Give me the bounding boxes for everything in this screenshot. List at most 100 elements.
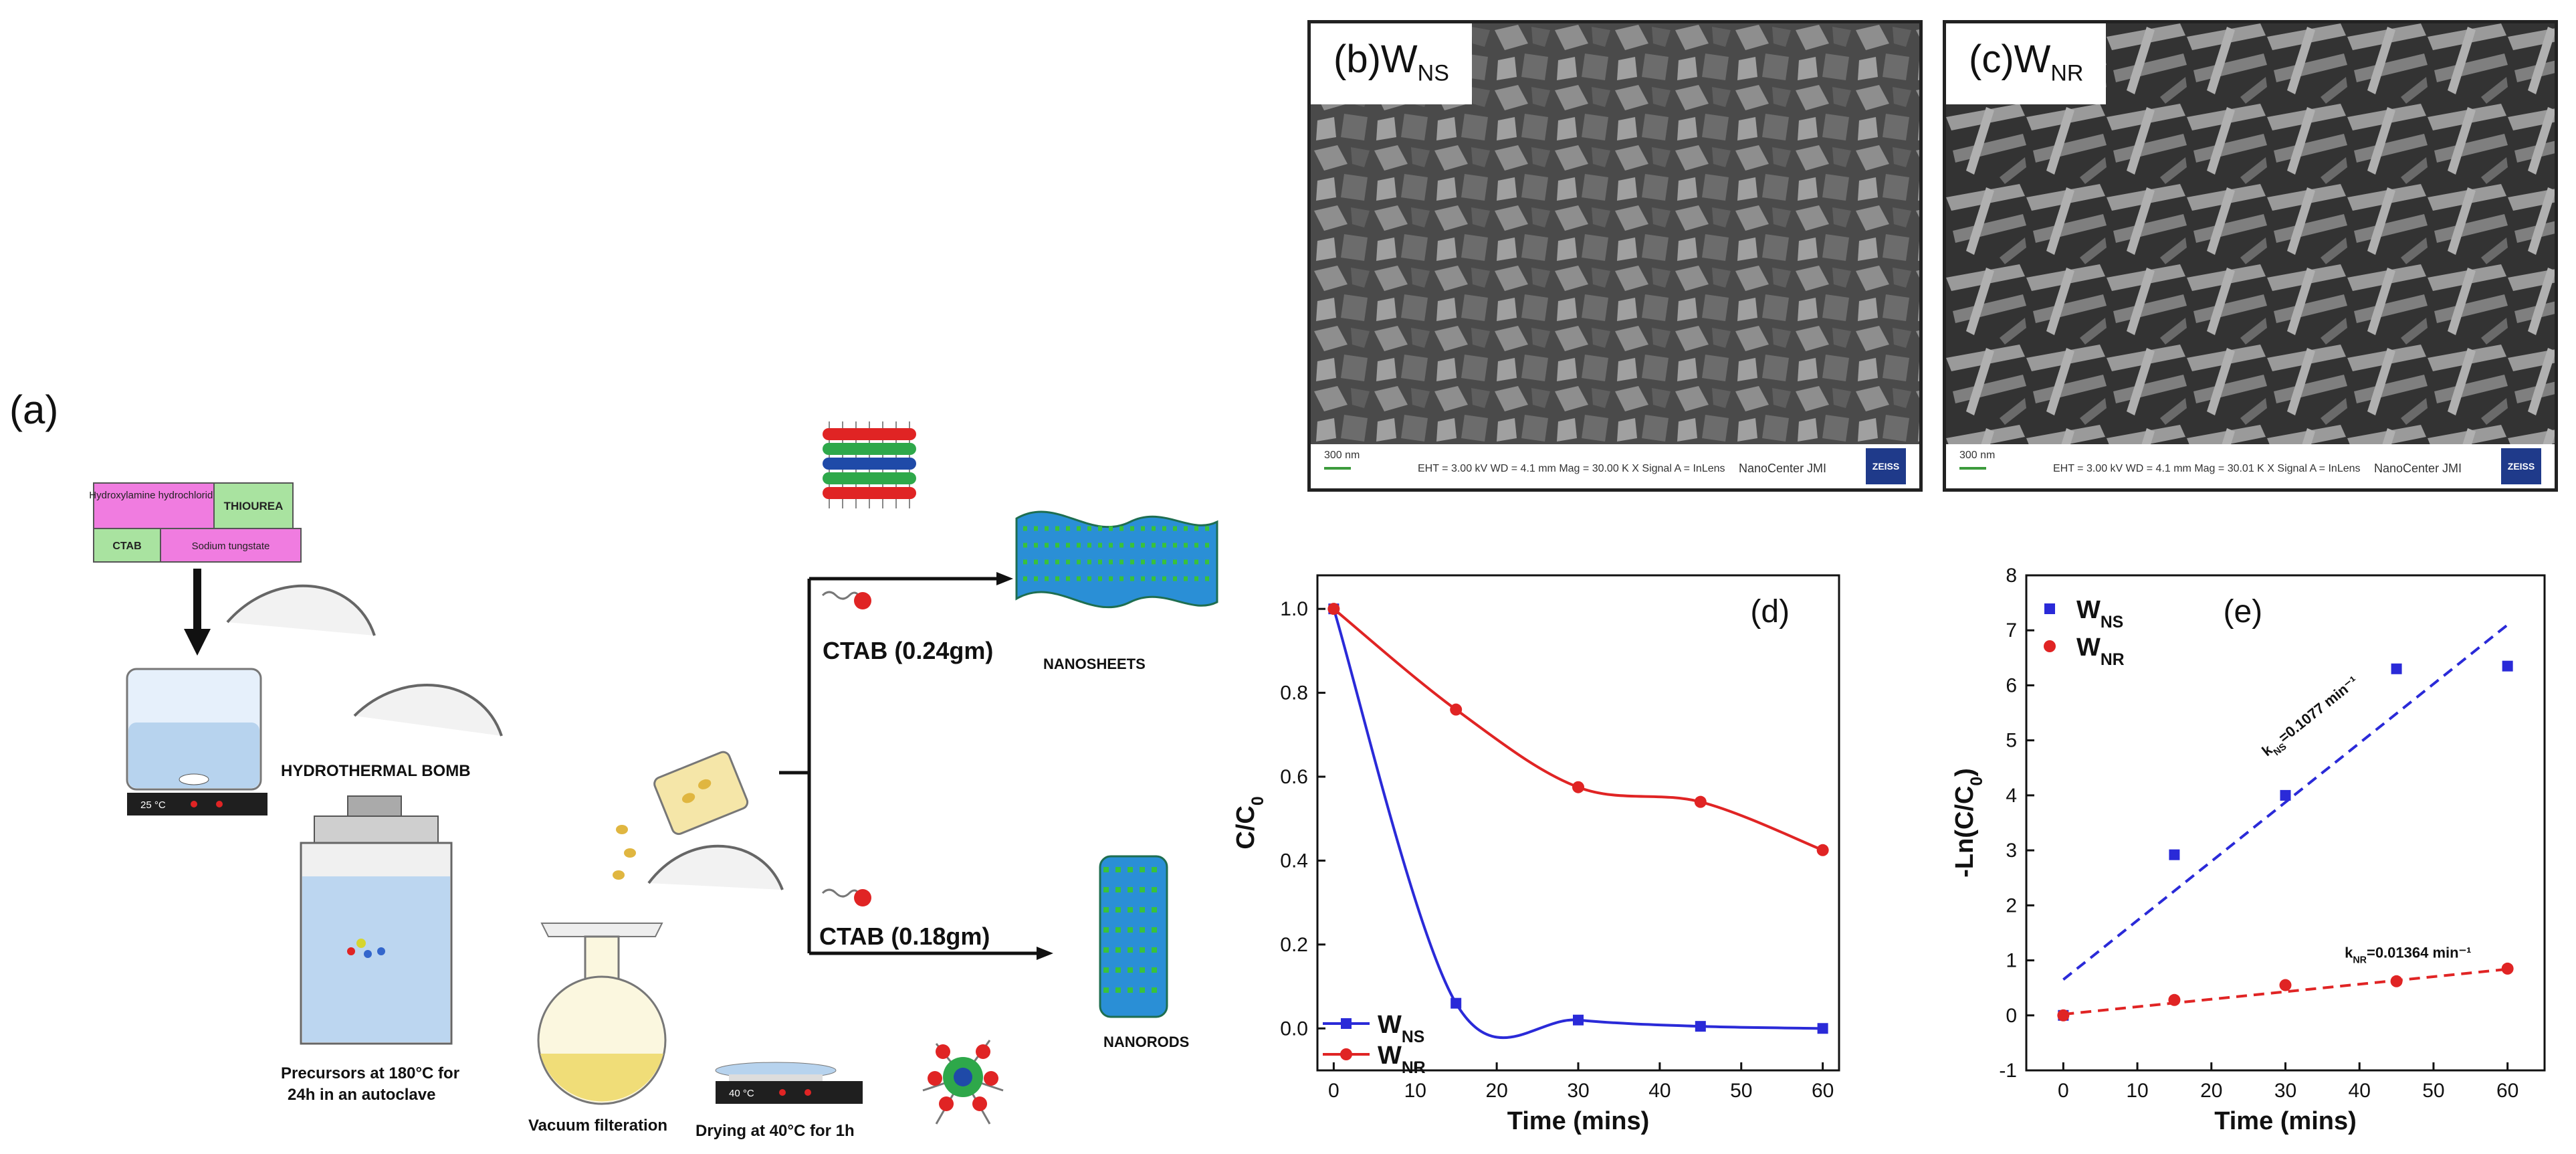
- legend-label: WNR: [1378, 1042, 1426, 1077]
- data-point: [2391, 663, 2402, 674]
- sem-image-nr: (c)WNR 300 nm EHT = 3.00 kV WD = 4.1 mm …: [1943, 20, 2558, 492]
- down-arrow-icon: [184, 569, 211, 656]
- data-point: [2168, 993, 2181, 1006]
- nanorods-label: NANORODS: [1103, 1034, 1189, 1050]
- panel-a-label: (a): [9, 387, 59, 432]
- y-tick-label: 0.2: [1280, 934, 1308, 956]
- ctab-high-label: CTAB (0.24gm): [823, 637, 993, 664]
- data-point: [2044, 603, 2055, 614]
- legend-label: WNS: [1378, 1011, 1424, 1046]
- data-point: [1451, 997, 1462, 1009]
- panel-label: (e): [2224, 594, 2263, 630]
- beaker-icon: [126, 668, 262, 791]
- x-tick-label: 0: [2058, 1080, 2069, 1102]
- x-tick-label: 20: [1485, 1080, 1507, 1102]
- y-tick-label: 0.4: [1280, 850, 1308, 872]
- fit-annotation-nr: kNR=0.01364 min⁻¹: [2345, 944, 2471, 965]
- x-tick-label: 30: [1567, 1080, 1589, 1102]
- stirrer-2-temp: 40 °C: [729, 1088, 754, 1099]
- falling-particles-icon: [613, 825, 636, 880]
- drying-label: Drying at 40°C for 1h: [695, 1122, 855, 1140]
- zeiss-logo-ns: ZEISS: [1866, 448, 1906, 484]
- filtration-flask-icon: [537, 923, 667, 1105]
- data-point: [1341, 1018, 1352, 1029]
- branch-arrows: [779, 577, 1037, 955]
- data-point: [1450, 703, 1463, 716]
- sem-center-ns: NanoCenter JMI: [1739, 462, 1827, 475]
- reagent-sodium: Sodium tungstate: [192, 541, 270, 552]
- y-tick-label: 3: [2006, 840, 2017, 862]
- x-tick-label: 40: [2349, 1080, 2371, 1102]
- chart-d: 0 10 20 30 40 50 60 0.0 0.2 0.4 0.6 0.8 1.0 Time (min…: [1232, 574, 1840, 1135]
- y-axis-label: C/C0: [1232, 796, 1267, 849]
- reagent-hydroxylamine: Hydroxylamine hydrochloride: [89, 490, 218, 501]
- fit-line: [2062, 623, 2508, 981]
- data-point: [2044, 640, 2056, 652]
- reagent-boxes: Hydroxylamine hydrochloride THIOUREA CTA…: [89, 482, 302, 563]
- sem-label-nr: (c)WNR: [1946, 23, 2107, 104]
- sem-image-ns: (b)WNS 300 nm EHT = 3.00 kV WD = 4.1 mm …: [1307, 20, 1923, 492]
- ctab-low-label: CTAB (0.18gm): [819, 923, 990, 950]
- sem-info-bar-nr: 300 nm EHT = 3.00 kV WD = 4.1 mm Mag = 3…: [1946, 444, 2555, 488]
- fit-line: [2063, 967, 2508, 1016]
- micelle-stack-icon: [823, 421, 916, 508]
- data-point: [2280, 789, 2291, 801]
- x-tick-label: 40: [1648, 1080, 1671, 1102]
- y-tick-label: 6: [2006, 674, 2017, 696]
- precursor-label-2: 24h in an autoclave: [288, 1086, 435, 1104]
- data-point: [1573, 1014, 1584, 1026]
- y-tick-label: 2: [2006, 894, 2017, 917]
- sample-tube-icon: [653, 751, 749, 836]
- data-point: [1694, 795, 1707, 808]
- data-point: [1817, 1023, 1828, 1034]
- x-tick-label: 30: [2274, 1080, 2296, 1102]
- spherical-micelle-icon: [922, 1040, 1004, 1125]
- x-tick-label: 60: [1812, 1080, 1834, 1102]
- surfactant-icon-2: [821, 888, 871, 906]
- x-axis-label: Time (mins): [2214, 1107, 2357, 1135]
- y-tick-label: 0.6: [1280, 766, 1308, 788]
- scale-bar-nr: 300 nm: [1959, 450, 1996, 461]
- y-tick-label: -1: [1999, 1060, 2017, 1082]
- sem-info-nr: EHT = 3.00 kV WD = 4.1 mm Mag = 30.01 K …: [2053, 463, 2361, 474]
- precursor-label-1: Precursors at 180°C for: [281, 1064, 459, 1082]
- y-tick-label: 1: [2006, 950, 2017, 972]
- scale-bar-ns: 300 nm: [1324, 450, 1360, 461]
- stirrer-1-temp: 25 °C: [140, 799, 166, 811]
- data-point: [1327, 603, 1340, 615]
- x-tick-label: 10: [2126, 1080, 2148, 1102]
- data-point: [1695, 1021, 1706, 1032]
- chart-e: 0 10 20 30 40 50 60 -1 0 1 2 3 4 5 6 7 8 Time (mins) -Ln(C…: [1951, 565, 2546, 1135]
- reagent-ctab: CTAB: [112, 541, 141, 552]
- x-tick-label: 50: [2422, 1080, 2444, 1102]
- data-point: [2501, 962, 2514, 975]
- x-tick-label: 60: [2496, 1080, 2518, 1102]
- reagent-thiourea: THIOUREA: [224, 500, 284, 512]
- fit-annotation-ns: kNS=0.1077 min⁻¹: [2258, 673, 2364, 763]
- x-tick-label: 0: [1328, 1080, 1339, 1102]
- y-tick-label: 1.0: [1280, 598, 1308, 620]
- data-point: [1572, 781, 1584, 793]
- curved-arrow-icon: [226, 584, 784, 890]
- x-tick-label: 10: [1404, 1080, 1426, 1102]
- series-line: [1332, 608, 1823, 1039]
- autoclave-icon: [300, 795, 453, 1045]
- y-tick-label: 7: [2006, 619, 2017, 642]
- data-point: [2057, 1009, 2070, 1022]
- data-point: [2390, 975, 2403, 987]
- surfactant-icon-1: [821, 591, 871, 609]
- x-tick-label: 20: [2200, 1080, 2222, 1102]
- nanosheets-label: NANOSHEETS: [1043, 656, 1146, 672]
- data-point: [2502, 660, 2513, 672]
- data-point: [1816, 844, 1829, 856]
- arrow-head-top-icon: [996, 572, 1013, 585]
- nanosheet-icon: [1015, 510, 1218, 609]
- y-tick-label: 0.8: [1280, 682, 1308, 704]
- stirrer-plate-2: 40 °C: [715, 1062, 863, 1104]
- sem-info-bar-ns: 300 nm EHT = 3.00 kV WD = 4.1 mm Mag = 3…: [1311, 444, 1919, 488]
- arrow-head-bottom-icon: [1037, 947, 1053, 960]
- legend-label: WNR: [2076, 634, 2125, 669]
- bomb-label: HYDROTHERMAL BOMB: [281, 762, 471, 780]
- legend-label: WNS: [2076, 596, 2123, 632]
- data-point: [2279, 979, 2292, 991]
